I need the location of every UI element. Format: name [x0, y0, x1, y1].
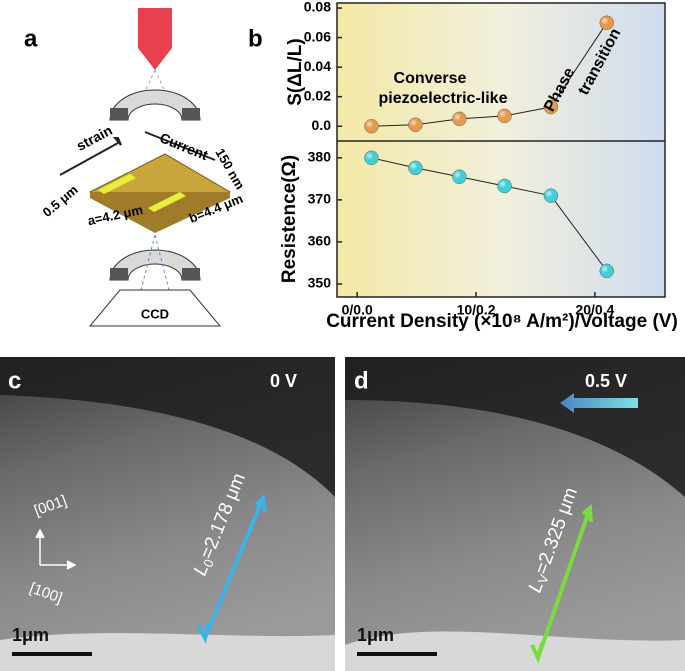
- y-tick-label: 350: [308, 275, 332, 291]
- label: 0.5 μm: [39, 182, 80, 220]
- y-tick-label: 0.06: [304, 28, 331, 44]
- highlight: [453, 112, 462, 121]
- scale-bar: 1μm: [357, 625, 394, 645]
- strain-arrow: [59, 137, 122, 176]
- current-arrow: [144, 131, 216, 161]
- panel-label: d: [354, 367, 369, 394]
- panel-label: c: [8, 367, 21, 394]
- ccd: [88, 289, 222, 327]
- voltage-label: 0.5 V: [585, 371, 627, 391]
- data-line: [371, 22, 608, 127]
- micrograph: c 0 V [001] [100] L0=2.178 μm 1μm: [0, 357, 335, 671]
- panel-label: a: [24, 25, 38, 52]
- y-tick-label: 370: [308, 191, 332, 207]
- x-tick-label: 10/0.2: [457, 302, 496, 318]
- highlight: [365, 120, 374, 129]
- lens-pole: [110, 268, 200, 280]
- schematic: a strain Current 150 nm 0.5 μm a=4.2 μm …: [24, 8, 248, 327]
- lens-pole: [110, 108, 200, 120]
- y-axis-label: Resistence(Ω): [279, 155, 300, 283]
- x-tick-label: 20/0.4: [575, 302, 614, 318]
- micrograph: d 0.5 V LV=2.325 μm 1μm: [345, 357, 685, 671]
- annotation: piezoelectric-like: [379, 90, 508, 107]
- x-axis-label: Current Density (×10⁸ A/m²)/Voltage (V): [326, 311, 678, 332]
- objective: [138, 8, 172, 70]
- highlight: [544, 101, 553, 110]
- y-axis-label: S(ΔL/L): [285, 38, 306, 105]
- highlight: [600, 16, 609, 25]
- y-tick-label: 0.02: [304, 87, 331, 103]
- highlight: [498, 179, 507, 188]
- y-tick-label: 0.0: [312, 117, 332, 133]
- label: CCD: [141, 306, 169, 321]
- x-tick-label: 0/0.0: [342, 302, 373, 318]
- voltage-label: 0 V: [270, 371, 297, 391]
- sample-edge: [90, 192, 230, 233]
- y-tick-label: 380: [308, 149, 332, 165]
- highlight: [409, 118, 418, 127]
- highlight: [365, 151, 374, 160]
- highlight: [544, 189, 553, 198]
- highlight: [453, 170, 462, 179]
- y-tick-label: 360: [308, 233, 332, 249]
- scale-bar: 1μm: [12, 625, 49, 645]
- highlight: [409, 161, 418, 170]
- highlight: [600, 264, 609, 273]
- y-tick-label: 0.08: [304, 0, 331, 15]
- plot-frame: [336, 2, 666, 298]
- annotation: Converse: [394, 70, 467, 87]
- panel-label: b: [248, 25, 263, 52]
- highlight: [498, 109, 507, 118]
- data-line: [371, 157, 608, 272]
- electrode: [98, 174, 186, 212]
- y-tick-label: 0.04: [304, 58, 331, 74]
